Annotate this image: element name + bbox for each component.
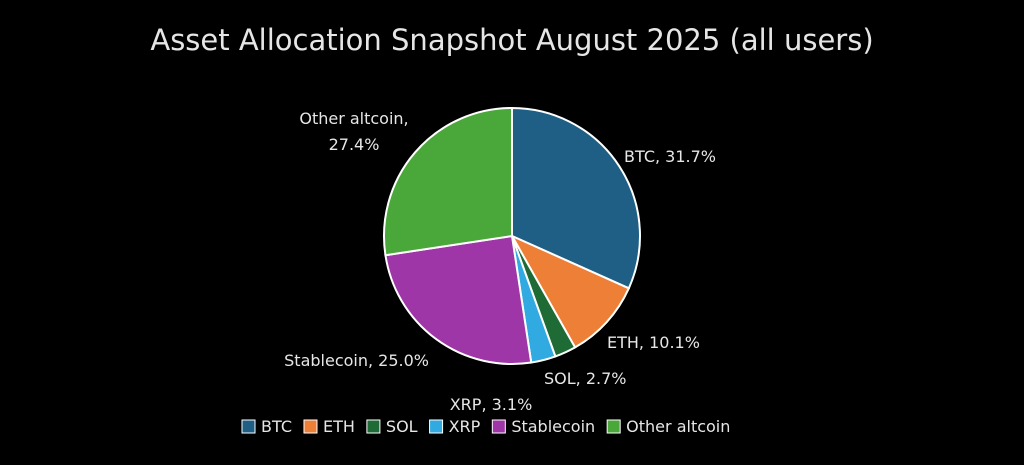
legend-swatch-sol [366,419,381,434]
chart-title: Asset Allocation Snapshot August 2025 (a… [150,23,873,57]
legend-label-stablecoin: Stablecoin [511,417,595,436]
pie-slice-btc [511,106,641,290]
legend-label-btc: BTC [261,417,292,436]
pie-slice-stablecoin [384,234,533,365]
legend-swatch-other-altcoin [606,419,621,434]
legend-label-sol: SOL [386,417,418,436]
legend-label-eth: ETH [323,417,355,436]
pie-slice-other-altcoin [383,106,513,257]
legend-swatch-btc [241,419,256,434]
legend-swatch-stablecoin [491,419,506,434]
pie-slices [383,106,641,365]
pie-slice-eth [509,233,631,349]
slice-label-xrp: XRP, 3.1% [450,395,533,414]
slice-labels: BTC, 31.7% ETH, 10.1% SOL, 2.7% XRP, 3.1% St… [284,109,716,414]
slice-label-sol: SOL, 2.7% [544,369,626,388]
slice-label-stablecoin: Stablecoin, 25.0% [284,351,429,370]
legend: BTC ETH SOL XRP Stablecoin Other altcoin [241,417,730,436]
slice-label-other-altcoin: Other altcoin, 27.4% [299,109,408,154]
slice-label-eth: ETH, 10.1% [607,333,700,352]
legend-swatch-eth [303,419,318,434]
legend-label-xrp: XRP [449,417,481,436]
slice-label-btc: BTC, 31.7% [624,147,716,166]
legend-label-other-altcoin: Other altcoin [626,417,730,436]
legend-swatch-xrp [429,419,444,434]
